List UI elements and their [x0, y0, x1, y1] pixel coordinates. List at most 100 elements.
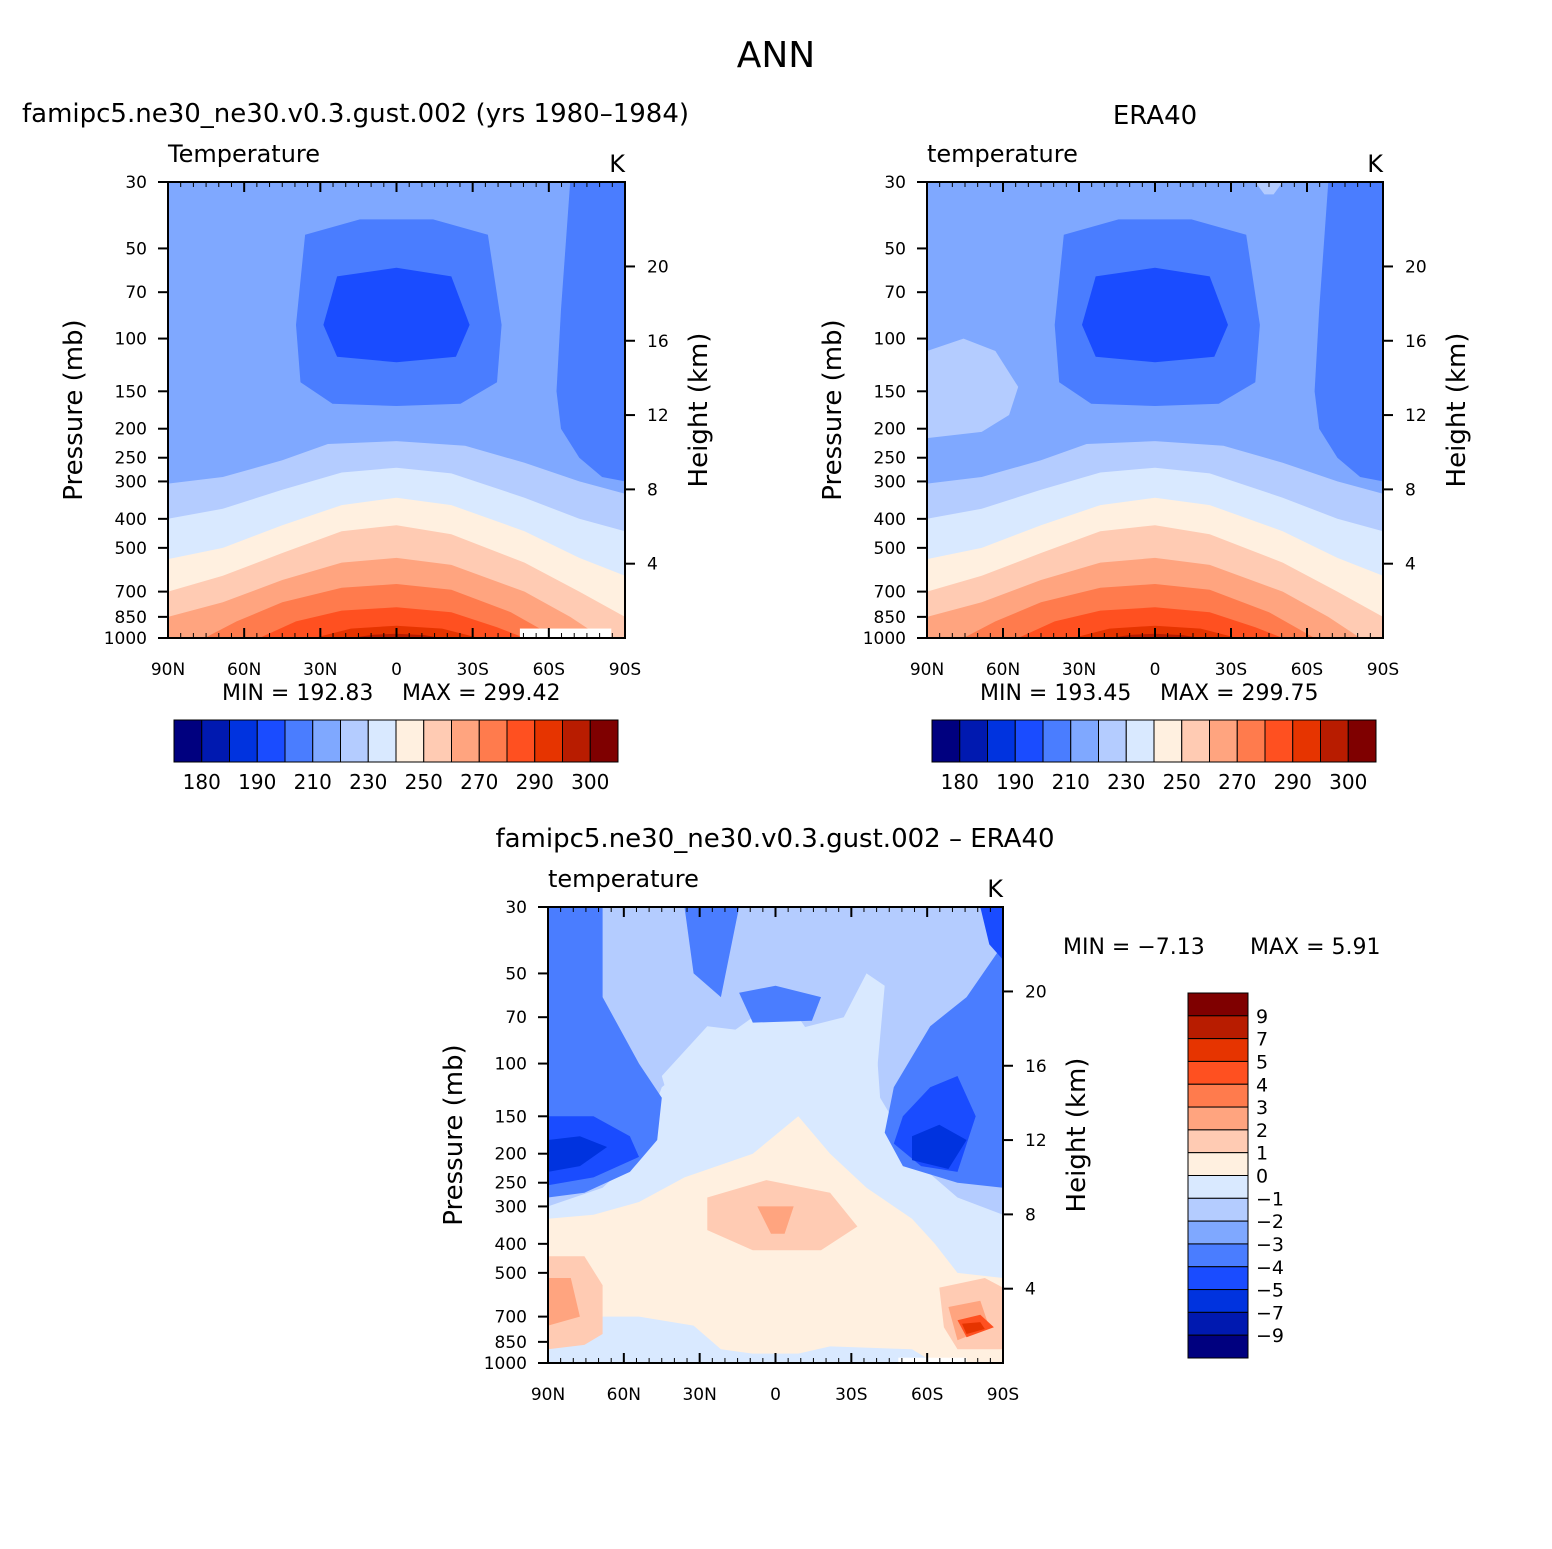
y-tick-label: 200 — [115, 420, 147, 440]
top-lobe — [1255, 182, 1283, 195]
y-tick-label: 1000 — [863, 629, 906, 649]
south-polar-column — [1314, 182, 1383, 482]
colorbar-swatch — [423, 719, 452, 763]
north-warm-lobe — [927, 338, 1019, 439]
y-tick-label: 250 — [874, 449, 906, 469]
colorbar-swatch — [1125, 719, 1155, 763]
y-tick-label: 50 — [505, 964, 527, 984]
diff-contour-15 — [548, 1278, 580, 1326]
colorbar-label: 4 — [1256, 1074, 1268, 1096]
y2-tick-label: 8 — [1025, 1205, 1036, 1225]
y-tick-label: 400 — [874, 510, 906, 530]
y2-axis-label: Height (km) — [1442, 333, 1472, 488]
colorbar-swatch — [1187, 1311, 1249, 1336]
y-axis-label: Pressure (mb) — [439, 1044, 469, 1225]
right-panel-title: ERA40 — [1112, 101, 1198, 131]
y2-axis-label: Height (km) — [1062, 1058, 1092, 1213]
y-tick-label: 1000 — [484, 1354, 527, 1374]
y2-tick-label: 12 — [647, 406, 669, 426]
diff-contour-10 — [980, 907, 1003, 960]
colorbar-swatch — [1187, 1083, 1249, 1108]
x-tick-label: 90S — [1367, 660, 1399, 680]
colorbar-label: 9 — [1256, 1006, 1268, 1028]
x-tick-label: 0 — [770, 1385, 781, 1405]
y2-tick-label: 8 — [647, 480, 658, 500]
colorbar-label: 300 — [1329, 770, 1367, 794]
colorbar-swatch — [1187, 1175, 1249, 1199]
missing-data — [519, 628, 612, 638]
y-tick-label: 400 — [115, 510, 147, 530]
y-tick-label: 150 — [495, 1107, 527, 1127]
max-text: MAX = 5.91 — [1250, 935, 1381, 960]
colorbar-swatch — [1264, 719, 1294, 763]
colorbar-swatch — [478, 719, 508, 763]
colorbar-label: 2 — [1256, 1120, 1268, 1142]
x-tick-label: 60N — [227, 660, 261, 680]
colorbar-label: 180 — [941, 770, 979, 794]
colorbar-label: 210 — [1052, 770, 1090, 794]
colorbar-swatch — [340, 719, 369, 763]
diff-contour-1 — [661, 973, 885, 1133]
colorbar-label: 5 — [1256, 1051, 1268, 1073]
x-tick-label: 30S — [1215, 660, 1247, 680]
colorbar-swatch — [1187, 1197, 1249, 1222]
y-tick-label: 500 — [115, 539, 147, 559]
y-tick-label: 200 — [874, 420, 906, 440]
colorbar-swatch — [284, 719, 314, 763]
diff-panel-title: famipc5.ne30_ne30.v0.3.gust.002 – ERA40 — [495, 824, 1055, 854]
y2-tick-label: 4 — [647, 555, 658, 575]
colorbar-swatch — [1236, 719, 1266, 763]
y-tick-label: 300 — [115, 472, 147, 492]
colorbar-swatch — [451, 719, 480, 763]
colorbar-swatch — [1187, 1266, 1249, 1291]
colorbar-label: 3 — [1256, 1097, 1268, 1119]
diff-contour-8 — [548, 1136, 608, 1172]
y-axis-label: Pressure (mb) — [59, 319, 89, 500]
contour-field — [548, 907, 1003, 1363]
panel-obs: 90N 60N 30N 0 30S 60S 90S 30 50 70 100 150 200 250 300… — [818, 140, 1472, 680]
colorbar-label: 270 — [1218, 770, 1256, 794]
colorbar-swatch — [201, 719, 230, 763]
colorbar-label: 190 — [996, 770, 1034, 794]
diff-contour-0 — [548, 907, 1003, 1215]
y-tick-label: 500 — [874, 539, 906, 559]
colorbar-swatch — [367, 719, 397, 763]
contour-field — [168, 182, 625, 638]
cold-pool-inner — [1082, 267, 1228, 363]
cold-pool-inner — [323, 267, 470, 363]
x-tick-label: 90S — [609, 660, 641, 680]
panel-diff: 90N 60N 30N 0 30S 60S 90S 30 50 70 100 150 200 250 300… — [439, 865, 1092, 1405]
y2-tick-label: 12 — [1405, 406, 1427, 426]
x-tick-label: 30S — [456, 660, 488, 680]
y-tick-label: 850 — [115, 608, 147, 628]
min-text: MIN = 192.83 — [222, 681, 373, 706]
colorbar-swatch — [1320, 719, 1349, 763]
colorbar-swatch — [1187, 1243, 1249, 1268]
y2-tick-label: 20 — [1405, 257, 1427, 277]
colorbar-swatch — [506, 719, 536, 763]
y2-tick-label: 16 — [1025, 1057, 1047, 1077]
colorbar-swatch — [959, 719, 988, 763]
colorbar-swatch — [1014, 719, 1044, 763]
max-text: MAX = 299.75 — [1160, 681, 1319, 706]
y-tick-label: 250 — [115, 449, 147, 469]
diff-contour-13 — [757, 1206, 794, 1234]
colorbar-swatch — [229, 719, 258, 763]
colorbar-swatch — [1187, 1129, 1249, 1154]
x-tick-label: 0 — [391, 660, 402, 680]
y2-axis-label: Height (km) — [684, 333, 714, 488]
colorbar-label: −1 — [1256, 1188, 1284, 1210]
y-tick-label: 70 — [884, 283, 906, 303]
colorbar-swatch — [534, 719, 563, 763]
diff-contour-4 — [739, 985, 821, 1023]
field-label: Temperature — [167, 140, 320, 168]
colorbar-label: 250 — [405, 770, 443, 794]
colorbar-label: 290 — [1274, 770, 1312, 794]
colorbar-swatch — [1181, 719, 1210, 763]
colorbar-swatch — [1153, 719, 1183, 763]
x-tick-label: 30N — [303, 660, 337, 680]
colorbar-swatch — [395, 719, 425, 763]
diff-contour-9 — [912, 1124, 967, 1169]
colorbar-label: 210 — [294, 770, 332, 794]
y-axis-label: Pressure (mb) — [818, 319, 848, 500]
